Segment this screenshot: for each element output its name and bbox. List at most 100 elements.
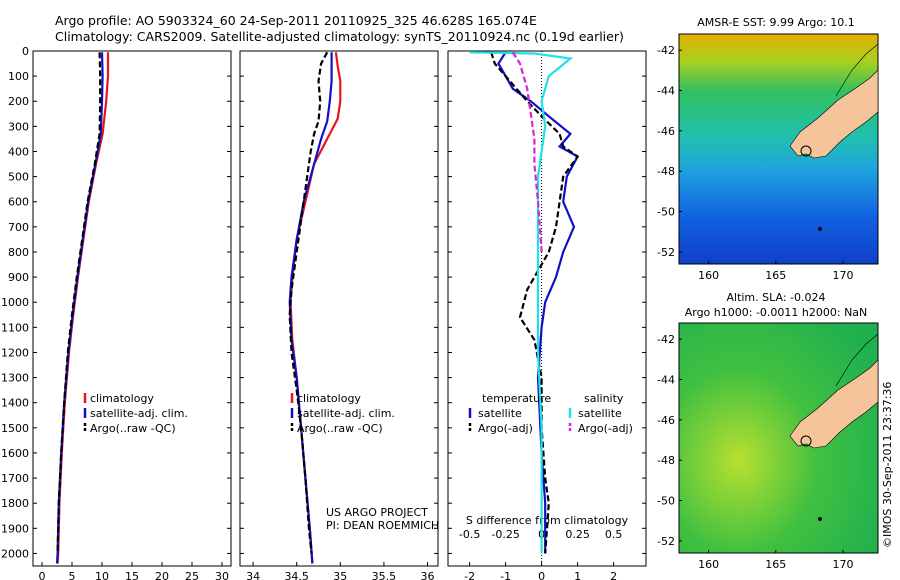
panel-frame-difference <box>447 50 647 567</box>
legend-heading: salinity <box>584 392 624 405</box>
x-tick-label-temperature: 20 <box>155 570 169 580</box>
legend-label: Argo(..raw -QC) <box>90 422 176 435</box>
sst-land <box>789 69 879 159</box>
map-y-tick-label: -52 <box>657 535 675 548</box>
legend-label: climatology <box>297 392 361 405</box>
legend-label: climatology <box>90 392 154 405</box>
sst-island-icon <box>818 227 822 231</box>
y-tick-label: 1200 <box>1 346 29 359</box>
map-y-tick-label: -52 <box>657 246 675 259</box>
legend-label: Argo(-adj) <box>578 422 633 435</box>
legend-label: Argo(-adj) <box>478 422 533 435</box>
sst-map-title: AMSR-E SST: 9.99 Argo: 10.1 <box>697 16 855 29</box>
series-line-salinity <box>289 52 342 564</box>
sla-map-title1: Altim. SLA: -0.024 <box>726 291 825 304</box>
x-tick-label-difference: 2 <box>610 570 617 580</box>
map-y-tick-label: -44 <box>657 84 675 97</box>
map-x-tick-label: 165 <box>765 558 786 571</box>
legend-label: Argo(..raw -QC) <box>297 422 383 435</box>
y-tick-label: 0 <box>22 45 29 58</box>
x-tick-label-difference: -2 <box>464 570 475 580</box>
series-line-salinity <box>288 51 329 554</box>
map-y-tick-label: -42 <box>657 44 675 57</box>
project-annotation: PI: DEAN ROEMMICH <box>326 519 439 532</box>
x-tick-label-top: 0.5 <box>605 528 623 541</box>
credit-text: ©IMOS 30-Sep-2011 23:37:36 <box>881 382 894 548</box>
sst-argo-position-icon <box>800 145 812 157</box>
y-tick-label: 1900 <box>1 522 29 535</box>
y-tick-label: 100 <box>8 70 29 83</box>
series-line-temperature <box>56 52 102 554</box>
panel-frame-salinity <box>239 50 439 567</box>
y-tick-label: 1100 <box>1 321 29 334</box>
x-tick-label-temperature: 25 <box>185 570 199 580</box>
sst-map <box>678 33 879 265</box>
map-y-tick-label: -48 <box>657 165 675 178</box>
series-line-temperature <box>55 52 104 564</box>
map-y-tick-label: -44 <box>657 373 675 386</box>
x-tick-label-salinity: 34.5 <box>284 570 309 580</box>
legend-label: satellite-adj. clim. <box>90 407 188 420</box>
y-tick-label: 600 <box>8 196 29 209</box>
sla-coastline-north <box>835 333 879 387</box>
series-line-salinity <box>288 52 333 564</box>
header-line2: Climatology: CARS2009. Satellite-adjuste… <box>55 29 624 44</box>
map-y-tick-label: -46 <box>657 125 675 138</box>
legend-label: satellite <box>478 407 522 420</box>
x-tick-label-temperature: 10 <box>95 570 109 580</box>
y-tick-label: 1400 <box>1 397 29 410</box>
map-y-tick-label: -48 <box>657 454 675 467</box>
sst-coastline-north <box>835 43 879 97</box>
y-tick-label: 700 <box>8 221 29 234</box>
x-tick-label-temperature: 0 <box>39 570 46 580</box>
sla-map-title2: Argo h1000: -0.0011 h2000: NaN <box>685 306 868 319</box>
x-tick-label-salinity: 36 <box>421 570 435 580</box>
x-tick-label-difference: 0 <box>538 570 545 580</box>
map-x-tick-label: 170 <box>833 558 854 571</box>
map-y-tick-label: -46 <box>657 414 675 427</box>
y-tick-label: 2000 <box>1 547 29 560</box>
map-y-tick-label: -42 <box>657 333 675 346</box>
y-tick-label: 1700 <box>1 472 29 485</box>
sla-map <box>678 322 879 554</box>
map-x-tick-label: 160 <box>698 558 719 571</box>
map-x-tick-label: 165 <box>765 269 786 282</box>
sla-argo-position-icon <box>800 435 812 447</box>
project-annotation: US ARGO PROJECT <box>326 506 428 519</box>
x-tick-label-temperature: 5 <box>69 570 76 580</box>
panel-frame-temperature <box>32 50 232 567</box>
map-x-tick-label: 160 <box>698 269 719 282</box>
sla-land <box>789 359 879 449</box>
map-y-tick-label: -50 <box>657 495 675 508</box>
series-line-difference <box>490 51 580 554</box>
map-x-tick-label: 170 <box>833 269 854 282</box>
y-tick-label: 1600 <box>1 447 29 460</box>
y-tick-label: 800 <box>8 246 29 259</box>
x-tick-label-difference: -1 <box>500 570 511 580</box>
map-y-tick-label: -50 <box>657 206 675 219</box>
x-tick-label-salinity: 34 <box>246 570 260 580</box>
x-tick-label-top: -0.25 <box>491 528 519 541</box>
y-tick-label: 1500 <box>1 422 29 435</box>
legend-label: satellite <box>578 407 622 420</box>
legend-label: satellite-adj. clim. <box>297 407 395 420</box>
y-tick-label: 300 <box>8 120 29 133</box>
y-tick-label: 500 <box>8 171 29 184</box>
sla-island-icon <box>818 517 822 521</box>
x-tick-label-top: -0.5 <box>459 528 480 541</box>
y-tick-label: 400 <box>8 145 29 158</box>
y-tick-label: 1300 <box>1 372 29 385</box>
x-tick-label-salinity: 35.5 <box>372 570 397 580</box>
x-tick-label-top: 0.25 <box>565 528 590 541</box>
x-tick-label-temperature: 30 <box>215 570 229 580</box>
y-tick-label: 900 <box>8 271 29 284</box>
x-tick-label-salinity: 35 <box>333 570 347 580</box>
series-line-difference <box>511 51 543 253</box>
x-axis-label-top: S difference from climatology <box>466 514 629 527</box>
header-line1: Argo profile: AO 5903324_60 24-Sep-2011 … <box>55 13 537 28</box>
x-tick-label-temperature: 15 <box>125 570 139 580</box>
y-tick-label: 1000 <box>1 296 29 309</box>
x-tick-label-difference: 1 <box>574 570 581 580</box>
y-tick-label: 200 <box>8 95 29 108</box>
